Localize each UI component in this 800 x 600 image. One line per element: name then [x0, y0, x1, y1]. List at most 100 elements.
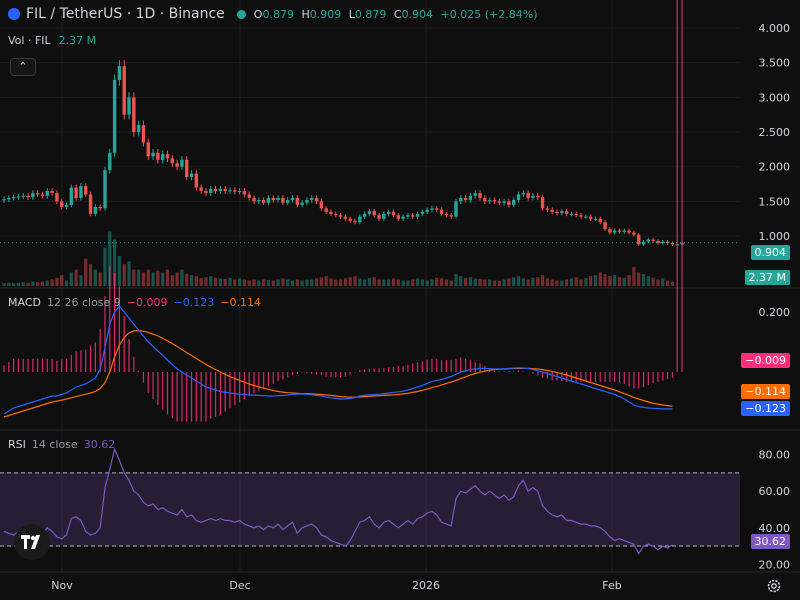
- volume-bar: [348, 277, 352, 286]
- symbol-title[interactable]: FIL / TetherUS · 1D · Binance: [26, 6, 225, 22]
- volume-bar: [411, 279, 415, 286]
- volume-bar: [103, 247, 107, 286]
- rsi-legend[interactable]: RSI 14 close 30.62: [8, 438, 115, 451]
- candle-body: [261, 200, 266, 203]
- candle-body: [276, 197, 280, 200]
- volume-bar: [334, 279, 338, 286]
- volume-bar: [108, 231, 112, 286]
- candle-body: [646, 239, 651, 242]
- candle-body: [329, 211, 333, 214]
- volume-bar: [353, 276, 357, 286]
- volume-bar: [151, 272, 155, 286]
- candle-body: [151, 152, 155, 157]
- candle-body: [622, 230, 626, 232]
- volume-bar: [560, 280, 564, 286]
- tradingview-logo[interactable]: [14, 524, 50, 560]
- candle-body: [468, 195, 473, 200]
- volume-bar: [21, 282, 25, 286]
- candle-body: [305, 200, 309, 203]
- volume-bar: [430, 279, 434, 286]
- volume-bar: [670, 281, 674, 286]
- volume-bar: [439, 278, 444, 286]
- volume-bar: [665, 280, 670, 286]
- candle-body: [281, 197, 285, 203]
- last-price-badge: 0.904: [750, 245, 790, 260]
- candle-body: [593, 218, 598, 220]
- candle-body: [358, 216, 362, 223]
- volume-bar: [7, 282, 11, 286]
- candle-body: [391, 211, 396, 216]
- volume-bar: [425, 280, 429, 286]
- volume-bar: [26, 282, 30, 286]
- volume-bar: [329, 278, 333, 286]
- volume-bar: [387, 279, 391, 286]
- candle-body: [31, 193, 35, 198]
- candle-body: [531, 195, 535, 198]
- candle-body: [512, 200, 516, 205]
- candle-body: [516, 194, 521, 200]
- volume-bar: [45, 280, 49, 286]
- candle-body: [228, 190, 232, 192]
- candle-body: [401, 216, 405, 219]
- volume-bar: [637, 272, 641, 286]
- price-axis-tick-label: 3.500: [759, 57, 791, 70]
- volume-bar: [363, 279, 367, 286]
- candle-body: [252, 197, 256, 202]
- candle-body: [661, 241, 665, 243]
- volume-bar: [488, 279, 492, 286]
- volume-bar: [396, 279, 400, 286]
- volume-bar: [415, 278, 420, 286]
- volume-bar: [305, 279, 309, 286]
- rsi-axis-tick-label: 80.00: [759, 449, 791, 462]
- volume-bar: [2, 283, 6, 286]
- rsi-axis-tick-label: 20.00: [759, 558, 791, 571]
- volume-bar: [536, 277, 540, 286]
- candle-body: [175, 163, 179, 167]
- volume-bar: [420, 279, 424, 286]
- volume-bar: [228, 277, 232, 286]
- volume-bar: [454, 274, 458, 286]
- volume-bar: [271, 280, 275, 286]
- candle-body: [40, 194, 45, 196]
- candle-body: [300, 202, 304, 205]
- candle-body: [185, 159, 189, 178]
- change-value: +0.025 (+2.84%): [440, 7, 538, 21]
- volume-bar: [16, 282, 21, 286]
- candle-body: [290, 197, 295, 200]
- volume-bar: [252, 279, 256, 286]
- volume-legend[interactable]: Vol · FIL 2.37 M: [8, 34, 96, 47]
- candle-body: [237, 190, 242, 192]
- x-axis-tick-label: 2026: [412, 579, 440, 592]
- settings-gear-icon[interactable]: [766, 578, 782, 594]
- candle-body: [136, 125, 141, 133]
- candle-body: [574, 213, 578, 216]
- volume-bar: [204, 277, 208, 286]
- volume-bar: [492, 280, 497, 286]
- candle-body: [502, 201, 506, 203]
- candle-body: [69, 187, 74, 205]
- x-axis-tick-label: Feb: [602, 579, 621, 592]
- volume-bar: [209, 276, 213, 286]
- volume-bar: [84, 258, 88, 286]
- candle-body: [170, 158, 174, 164]
- symbol-legend[interactable]: FIL / TetherUS · 1D · Binance O0.879 H0.…: [8, 6, 542, 22]
- volume-bar: [290, 280, 295, 286]
- collapse-legend-button[interactable]: ⌃: [10, 58, 36, 76]
- candle-body: [180, 159, 184, 167]
- volume-bar: [584, 277, 588, 286]
- candle-body: [84, 186, 88, 195]
- fil-coin-icon: [8, 8, 20, 20]
- volume-bar: [12, 283, 16, 286]
- volume-bar: [31, 281, 35, 286]
- candle-body: [295, 197, 300, 205]
- candle-body: [353, 220, 357, 223]
- volume-bar: [300, 280, 304, 286]
- volume-bar: [60, 275, 64, 286]
- open-key: O: [253, 7, 263, 21]
- volume-bar: [622, 277, 626, 286]
- volume-bar: [156, 270, 160, 286]
- price-axis-tick-label: 1.500: [759, 195, 791, 208]
- macd-legend[interactable]: MACD 12 26 close 9 −0.009 −0.123 −0.114: [8, 296, 261, 309]
- candle-body: [377, 215, 381, 219]
